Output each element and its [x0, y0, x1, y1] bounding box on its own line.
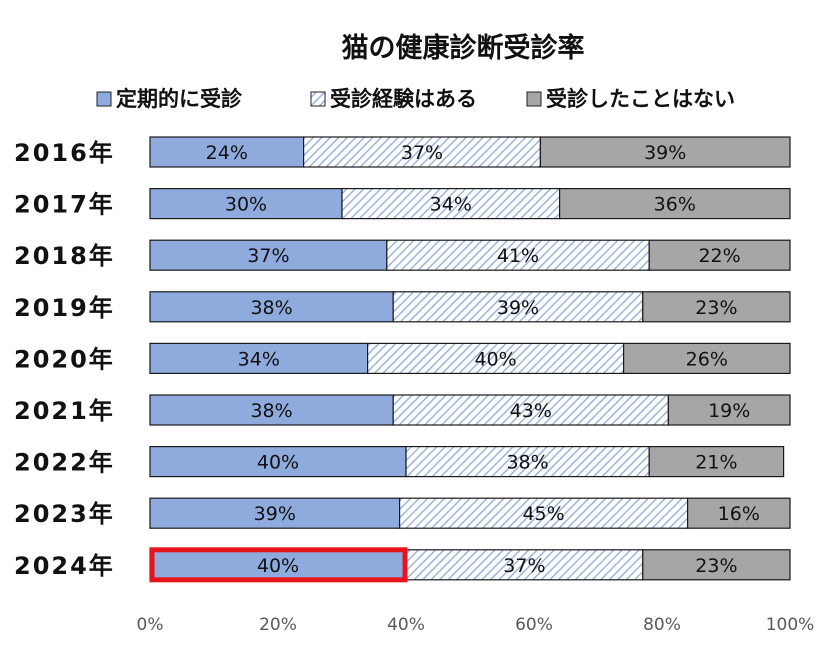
x-tick-label: 100% — [766, 615, 815, 635]
bar-segment — [405, 446, 650, 478]
x-tick-label: 0% — [137, 615, 164, 635]
data-label: 40% — [257, 452, 299, 474]
data-label: 38% — [506, 452, 548, 474]
bar-segment — [149, 291, 394, 323]
data-label: 23% — [695, 297, 737, 319]
bar-segment — [667, 394, 791, 426]
bar-segment — [303, 136, 542, 168]
y-tick-label: 2022年 — [14, 449, 115, 477]
x-tick-label: 60% — [515, 615, 553, 635]
data-label: 23% — [695, 555, 737, 577]
bar-segment — [558, 188, 791, 220]
bar-segment — [149, 394, 394, 426]
bar-segment — [341, 188, 561, 220]
bar-segment — [642, 291, 791, 323]
highlight-box — [149, 547, 408, 583]
bar-segment — [149, 342, 369, 374]
legend-swatch-3 — [526, 91, 542, 107]
bar-segment — [392, 394, 670, 426]
bar-segment — [399, 497, 689, 529]
data-label: 34% — [430, 194, 472, 216]
chart-title: 猫の健康診断受診率 — [342, 32, 585, 64]
legend-label-3: 受診したことはない — [546, 87, 735, 111]
bar-segment — [149, 497, 401, 529]
data-label: 19% — [708, 400, 750, 422]
bar-segment — [149, 446, 407, 478]
legend-label-2: 受診経験はある — [330, 87, 477, 111]
data-label: 41% — [497, 245, 539, 267]
x-tick-label: 40% — [387, 615, 425, 635]
data-label: 40% — [257, 555, 299, 577]
data-label: 22% — [698, 245, 740, 267]
data-label: 37% — [247, 245, 289, 267]
data-label: 21% — [695, 452, 737, 474]
bar-segment — [642, 549, 791, 581]
x-axis: 0% 20% 40% 60% 80% 100% — [137, 615, 815, 635]
data-label: 37% — [401, 142, 443, 164]
data-label: 37% — [503, 555, 545, 577]
legend-swatch-1 — [96, 91, 112, 107]
y-tick-label: 2021年 — [14, 397, 115, 425]
y-tick-label: 2018年 — [14, 242, 115, 270]
x-tick-label: 20% — [259, 615, 297, 635]
y-axis: 2016年 2017年 2018年 2019年 2020年 2021年 2022年 2023年… — [14, 139, 115, 580]
data-label: 40% — [474, 348, 516, 370]
bar-segment — [648, 446, 785, 478]
data-label: 39% — [644, 142, 686, 164]
data-label: 16% — [718, 503, 760, 525]
data-label: 43% — [510, 400, 552, 422]
bar-segment — [149, 136, 305, 168]
bar-segment — [539, 136, 791, 168]
bar-segment — [149, 239, 388, 271]
y-tick-label: 2017年 — [14, 191, 115, 219]
data-label: 34% — [238, 348, 280, 370]
y-tick-label: 2020年 — [14, 345, 115, 373]
data-label: 30% — [225, 194, 267, 216]
legend-swatch-2 — [310, 91, 326, 107]
data-label: 39% — [254, 503, 296, 525]
data-label: 24% — [206, 142, 248, 164]
y-tick-label: 2024年 — [14, 552, 115, 580]
data-label: 45% — [522, 503, 564, 525]
bar-segment — [367, 342, 625, 374]
bar-segment — [686, 497, 791, 529]
data-label: 38% — [250, 400, 292, 422]
bar-segment — [648, 239, 791, 271]
bar-segment — [622, 342, 791, 374]
data-label: 38% — [250, 297, 292, 319]
y-tick-label: 2016年 — [14, 139, 115, 167]
legend: 定期的に受診 受診経験はある 受診したことはない — [96, 87, 735, 111]
legend-label-1: 定期的に受診 — [116, 87, 243, 111]
plot-area: 24% 37% 39% 30% 34% 36% 37% 41% 22% 38% 39% 23% 34% 4… — [149, 136, 791, 583]
x-tick-label: 80% — [643, 615, 681, 635]
y-tick-label: 2019年 — [14, 294, 115, 322]
data-label: 36% — [654, 194, 696, 216]
data-label: 39% — [497, 297, 539, 319]
data-label: 26% — [686, 348, 728, 370]
y-tick-label: 2023年 — [14, 500, 115, 528]
bar-segment — [386, 239, 650, 271]
